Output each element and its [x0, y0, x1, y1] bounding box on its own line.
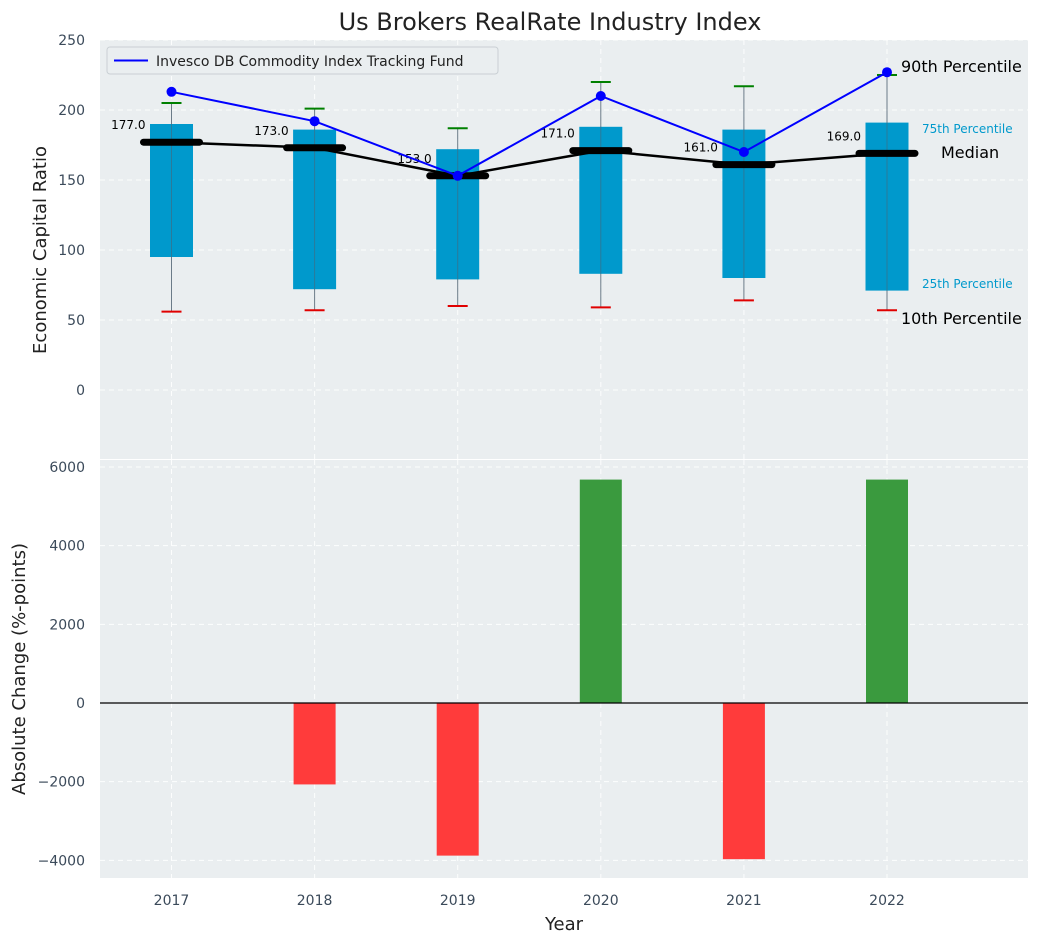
x-tick-label: 2018 — [297, 893, 333, 909]
x-tick-label: 2020 — [583, 893, 619, 909]
top-y-tick-label: 100 — [58, 243, 85, 259]
annotation-p75: 75th Percentile — [922, 122, 1013, 136]
median-value-label: 161.0 — [684, 141, 718, 155]
x-tick-label: 2017 — [154, 893, 190, 909]
bottom-y-tick-label: 2000 — [49, 617, 85, 633]
fund-point — [882, 67, 892, 78]
top-y-tick-label: 200 — [58, 103, 85, 119]
change-bar — [293, 703, 336, 785]
bottom-y-axis-label: Absolute Change (%-points) — [9, 543, 30, 795]
fund-line — [171, 71, 888, 177]
median-value-label: 169.0 — [827, 129, 861, 143]
annotation-p90: 90th Percentile — [901, 57, 1022, 76]
bottom-y-tick-label: 4000 — [49, 539, 85, 555]
annotation-median: Median — [941, 143, 999, 162]
median-value-label: 177.0 — [111, 118, 145, 132]
top-y-tick-label: 250 — [58, 33, 85, 49]
legend-box — [106, 46, 499, 75]
bottom-y-tick-label: −2000 — [38, 775, 85, 791]
median-value-label: 171.0 — [540, 127, 574, 141]
bottom-y-tick-label: 6000 — [49, 460, 85, 476]
top-y-tick-label: 0 — [76, 383, 85, 399]
fund-point — [309, 116, 320, 127]
chart-title: Us Brokers RealRate Industry Index — [339, 8, 762, 36]
x-tick-label: 2021 — [726, 893, 762, 909]
bottom-y-tick-label: 0 — [76, 696, 85, 712]
annotation-p25: 25th Percentile — [922, 277, 1013, 291]
fund-point — [738, 147, 749, 157]
x-tick-label: 2022 — [869, 893, 905, 909]
median-value-label: 173.0 — [254, 124, 288, 138]
top-y-tick-label: 50 — [67, 313, 85, 329]
top-y-axis-label: Economic Capital Ratio — [30, 146, 51, 354]
fund-point — [595, 91, 606, 101]
fund-point — [452, 170, 463, 181]
fund-point — [166, 86, 177, 97]
bottom-y-tick-label: −4000 — [38, 853, 85, 869]
change-bar — [866, 479, 908, 703]
x-tick-label: 2019 — [440, 893, 476, 909]
top-y-tick-label: 150 — [58, 173, 85, 189]
change-bar — [579, 479, 622, 703]
annotation-p10: 10th Percentile — [901, 309, 1022, 328]
change-bar — [722, 703, 765, 860]
x-axis-label: Year — [544, 914, 584, 935]
change-bar — [436, 703, 479, 856]
legend-label: Invesco DB Commodity Index Tracking Fund — [156, 54, 464, 70]
